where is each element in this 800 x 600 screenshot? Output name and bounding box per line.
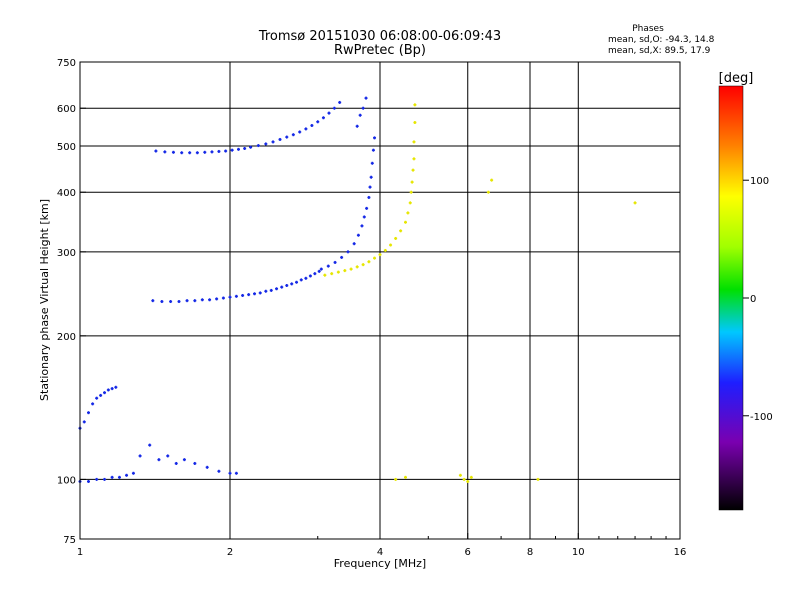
x-tick-label: 8 <box>527 547 533 558</box>
grid-lines <box>80 62 680 539</box>
series <box>394 178 637 483</box>
y-tick-label: 600 <box>57 104 76 115</box>
y-axis-label: Stationary phase Virtual Height [km] <box>38 199 51 401</box>
stats-line-o: mean, sd,O: -94.3, 14.8 <box>608 35 715 45</box>
y-tick-label: 400 <box>57 188 76 199</box>
y-tick-label: 200 <box>57 332 76 343</box>
x-tick-label: 2 <box>227 547 233 558</box>
y-tick-label: 75 <box>63 535 76 546</box>
y-tick-label: 300 <box>57 248 76 259</box>
series <box>319 96 377 271</box>
chart-title: Tromsø 20151030 06:08:00-06:09:43 <box>258 29 501 44</box>
y-tick-label: 100 <box>57 475 76 486</box>
colorbar-tick-label: 100 <box>750 176 769 187</box>
x-tick-label: 6 <box>465 547 471 558</box>
series <box>323 103 417 277</box>
colorbar-label: [deg] <box>719 71 754 86</box>
series <box>78 385 118 430</box>
data-points <box>78 96 637 483</box>
y-tick-label: 750 <box>57 58 76 69</box>
chart-subtitle: RwPretec (Bp) <box>334 43 426 58</box>
x-tick-label: 1 <box>77 547 83 558</box>
x-tick-label: 10 <box>572 547 585 558</box>
stats-line-x: mean, sd,X: 89.5, 17.9 <box>608 46 711 56</box>
colorbar-tick-label: 0 <box>750 294 756 305</box>
colorbar-tick-label: -100 <box>750 412 773 423</box>
series <box>78 443 238 483</box>
y-tick-label: 500 <box>57 142 76 153</box>
stats-heading: Phases <box>632 24 664 34</box>
colorbar <box>718 85 744 511</box>
y-axis: 75 100 200 300 400 500 600 750 <box>57 58 86 546</box>
x-axis-label: Frequency [MHz] <box>334 557 426 570</box>
x-axis: 1 2 4 6 8 10 16 <box>77 533 687 558</box>
series <box>151 269 321 304</box>
colorbar-ticks: 100 0 -100 <box>743 176 773 423</box>
series <box>154 100 342 155</box>
x-tick-label: 4 <box>377 547 383 558</box>
x-tick-label: 16 <box>674 547 687 558</box>
